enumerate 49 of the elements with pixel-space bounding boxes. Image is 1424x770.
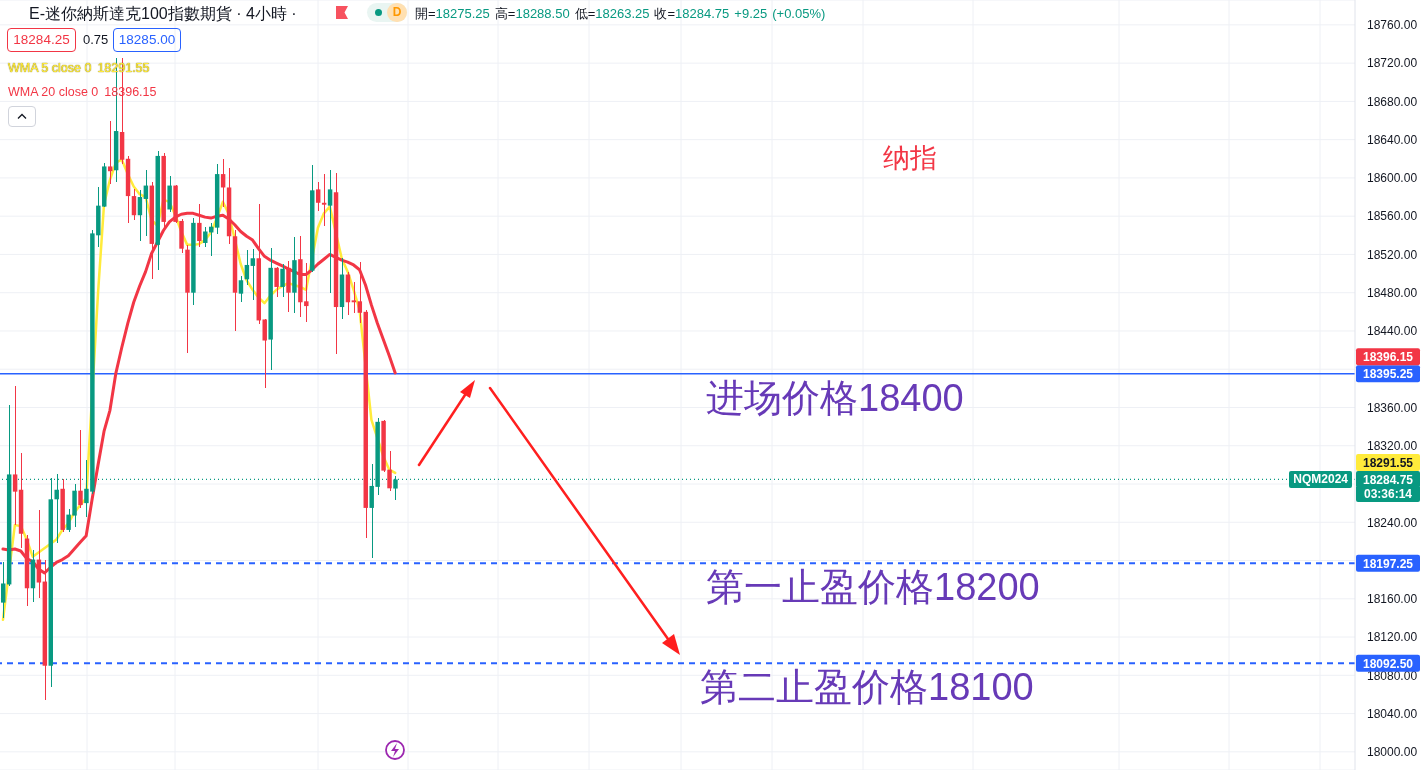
y-tick-label: 18680.00 xyxy=(1367,94,1418,109)
annotation: 第一止盈价格18200 xyxy=(706,565,1040,611)
candlestick xyxy=(250,248,256,301)
y-tick-label: 18560.00 xyxy=(1367,209,1418,224)
ref-line-label: 18092.50 xyxy=(1362,656,1414,671)
y-tick-label: 18360.00 xyxy=(1367,400,1418,415)
text: WMA 20 close 0 xyxy=(8,85,99,99)
candlestick xyxy=(238,275,244,303)
text: WMA 5 close 0 xyxy=(8,61,92,75)
annotation: D xyxy=(387,3,407,22)
y-tick-label: 18480.00 xyxy=(1367,285,1418,300)
candlestick xyxy=(357,261,363,324)
candlestick xyxy=(315,181,321,212)
annotation: NQM2024 xyxy=(1289,470,1352,488)
candlestick xyxy=(1,561,6,619)
ref-line-label: 18284.75 xyxy=(1362,472,1414,487)
y-tick-label: 18440.00 xyxy=(1367,324,1418,339)
candlestick xyxy=(78,429,83,509)
annotation: 进场价格18400 xyxy=(706,375,964,421)
candlestick xyxy=(327,169,333,294)
y-tick-label: 18120.00 xyxy=(1367,630,1418,645)
y-tick-label: 18000.00 xyxy=(1367,745,1418,760)
text: 開=18275.25 高=18288.50 低=18263.25 收=18284.75 +9.25 (+0.05%) xyxy=(415,6,826,21)
candlestick xyxy=(107,120,113,185)
annotation: 纳指 xyxy=(883,142,937,175)
y-tick-label: 18640.00 xyxy=(1367,132,1418,147)
y-tick-label: 18720.00 xyxy=(1367,56,1418,71)
y-tick-label: 18080.00 xyxy=(1367,668,1418,683)
y-tick-label: 18760.00 xyxy=(1367,18,1418,33)
annotation: 第二止盈价格18100 xyxy=(700,665,1034,711)
y-tick-label: 18600.00 xyxy=(1367,171,1418,186)
y-tick-label: 18520.00 xyxy=(1367,247,1418,262)
text: 18396.15 xyxy=(1362,350,1414,365)
candlestick xyxy=(274,266,279,298)
annotation: 0.75 xyxy=(83,32,109,47)
text: 03:36:14 xyxy=(1356,487,1420,503)
ref-line-label: 18197.25 xyxy=(1362,556,1414,571)
y-tick-label: 18040.00 xyxy=(1367,706,1418,721)
candlestick xyxy=(167,175,172,213)
candlestick xyxy=(12,385,18,526)
chart-title: E-迷你納斯達克100指數期貨 · 4小時 · xyxy=(29,4,297,24)
y-tick-label: 18320.00 xyxy=(1367,439,1418,453)
annotation: 18284.25 xyxy=(7,28,76,52)
candlestick xyxy=(280,263,285,298)
annotation: 18285.00 xyxy=(113,28,181,52)
y-tick-label: 18240.00 xyxy=(1367,515,1418,530)
y-tick-label: 18160.00 xyxy=(1367,592,1418,607)
ref-line-label: 18395.25 xyxy=(1362,367,1414,382)
text: 18291.55 xyxy=(1362,455,1414,470)
